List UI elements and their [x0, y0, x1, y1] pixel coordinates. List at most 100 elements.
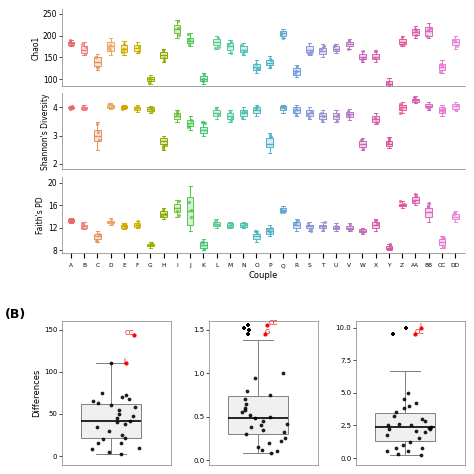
Point: [200, 238, 207, 246]
Point: [92, 53, 100, 61]
Point: [277, 30, 285, 38]
Point: [69, 104, 76, 112]
Point: [79, 102, 87, 110]
PathPatch shape: [280, 31, 286, 36]
PathPatch shape: [173, 113, 180, 118]
PathPatch shape: [333, 113, 339, 118]
PathPatch shape: [227, 113, 233, 118]
Point: [88, 446, 96, 453]
Point: [200, 71, 208, 78]
Point: [346, 220, 354, 228]
Point: [94, 399, 102, 407]
Point: [319, 112, 327, 119]
Text: J: J: [419, 323, 421, 328]
Point: [397, 109, 404, 117]
Point: [121, 102, 128, 110]
PathPatch shape: [306, 46, 313, 52]
Point: [424, 202, 432, 210]
PathPatch shape: [240, 46, 246, 52]
Point: [438, 62, 446, 69]
Point: [241, 109, 249, 116]
PathPatch shape: [187, 197, 193, 225]
Point: [78, 224, 86, 231]
PathPatch shape: [187, 120, 193, 126]
Point: [214, 35, 221, 42]
Point: [118, 431, 126, 439]
Point: [79, 40, 86, 48]
PathPatch shape: [253, 64, 260, 70]
Point: [279, 369, 286, 377]
Point: [198, 118, 205, 126]
Point: [371, 47, 379, 55]
Point: [404, 447, 412, 455]
Point: [333, 222, 340, 230]
Text: CC: CC: [125, 330, 134, 337]
Point: [254, 65, 262, 73]
Point: [126, 417, 133, 424]
Point: [106, 100, 113, 108]
Point: [266, 413, 273, 420]
Point: [251, 227, 259, 235]
Point: [358, 135, 366, 143]
Point: [93, 120, 100, 128]
Point: [426, 24, 434, 32]
Point: [373, 118, 380, 125]
Point: [244, 387, 251, 394]
Point: [254, 229, 261, 237]
Point: [426, 103, 433, 110]
PathPatch shape: [81, 46, 88, 53]
Point: [267, 133, 275, 140]
Point: [292, 70, 299, 77]
Point: [397, 105, 404, 113]
Point: [227, 108, 234, 116]
Point: [372, 216, 380, 224]
PathPatch shape: [81, 225, 88, 228]
Point: [130, 412, 137, 419]
Point: [437, 106, 445, 114]
Point: [173, 109, 181, 116]
Point: [345, 225, 353, 232]
Point: [319, 222, 327, 230]
PathPatch shape: [240, 110, 246, 116]
Point: [404, 389, 412, 397]
Point: [392, 409, 400, 416]
Point: [425, 200, 432, 207]
Point: [227, 220, 235, 228]
Point: [359, 229, 366, 237]
Point: [119, 221, 127, 228]
Point: [241, 406, 248, 413]
PathPatch shape: [200, 242, 207, 248]
Point: [132, 104, 140, 111]
Point: [121, 434, 128, 441]
Point: [437, 61, 445, 68]
Point: [241, 395, 249, 403]
Point: [130, 332, 138, 339]
Point: [304, 49, 312, 56]
Text: G: G: [265, 329, 270, 335]
Point: [266, 228, 273, 236]
Point: [307, 51, 315, 58]
Point: [347, 227, 355, 234]
PathPatch shape: [120, 45, 127, 52]
Y-axis label: Differences: Differences: [32, 369, 41, 417]
Point: [187, 116, 194, 124]
Point: [245, 330, 252, 338]
Point: [346, 37, 353, 45]
Point: [79, 104, 86, 111]
Point: [254, 443, 262, 451]
Point: [383, 431, 391, 438]
X-axis label: Couple: Couple: [248, 271, 278, 280]
Point: [81, 51, 89, 58]
PathPatch shape: [134, 107, 140, 109]
Point: [386, 134, 393, 141]
Point: [251, 415, 258, 422]
Point: [371, 216, 379, 223]
Point: [292, 219, 300, 226]
Point: [175, 211, 182, 219]
Point: [159, 142, 167, 150]
Point: [240, 47, 247, 55]
Point: [391, 412, 398, 420]
Point: [397, 41, 405, 49]
Point: [317, 109, 325, 117]
Y-axis label: Chao1: Chao1: [31, 36, 40, 60]
